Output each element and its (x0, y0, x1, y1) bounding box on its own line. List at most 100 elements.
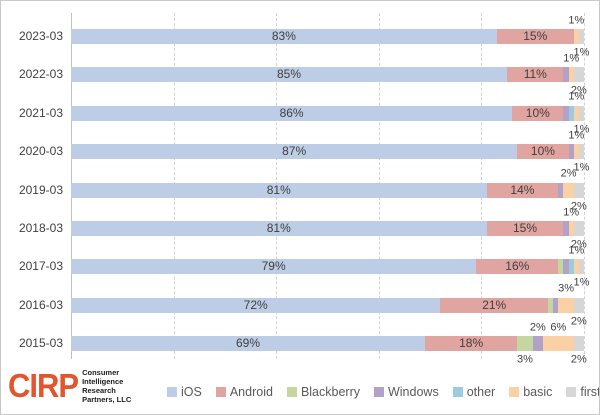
segment-android: 15% (486, 221, 564, 236)
legend-swatch-android (215, 387, 226, 397)
category-label-2019-03: 2019-03 (18, 182, 63, 197)
segment-basic (573, 259, 579, 275)
segment-first (578, 105, 584, 121)
callout-label-first: 1% (573, 276, 590, 289)
segment-windows (563, 221, 569, 236)
logo-line: Intelligence (82, 377, 124, 386)
segment-value-label: 14% (510, 182, 535, 197)
segment-ios: 86% (71, 105, 513, 121)
segment-first (578, 29, 584, 44)
segment-basic (568, 67, 574, 83)
callout-label-first: 1% (573, 161, 590, 174)
legend-swatch-first (566, 387, 577, 397)
segment-windows (563, 67, 569, 83)
callout-label-basic: 1% (568, 129, 585, 142)
bar-row-2022-03: 85% 11% (71, 67, 584, 83)
legend-swatch-basic (509, 387, 520, 397)
segment-blackberry (548, 297, 554, 313)
legend-item-other: other (452, 385, 496, 399)
legend-item-blackberry: Blackberry (286, 385, 360, 399)
segment-other (568, 105, 574, 121)
callout-label-first: 2% (570, 353, 587, 366)
segment-ios: 87% (71, 144, 518, 160)
segment-blackberry (558, 259, 564, 275)
callout-label-basic: 1% (568, 244, 585, 257)
bar-row-2020-03: 87% 10% (71, 144, 584, 160)
segment-basic (573, 29, 579, 44)
legend-label: Android (229, 385, 273, 399)
legend-swatch-windows (373, 387, 384, 397)
cirp-logo: CIRP Consumer Intelligence Research Part… (8, 367, 131, 405)
segment-android: 14% (486, 182, 559, 198)
segment-android: 10% (512, 105, 564, 121)
segment-ios: 85% (71, 67, 508, 83)
segment-windows (558, 182, 564, 198)
segment-first (573, 297, 584, 313)
segment-windows (553, 297, 559, 313)
segment-ios: 81% (71, 221, 487, 236)
bar-row-2023-03: 83% 15% (71, 29, 584, 44)
bar-row-2018-03: 81% 15% (71, 221, 584, 236)
segment-ios: 83% (71, 29, 497, 44)
segment-value-label: 81% (266, 221, 291, 235)
category-label-2017-03: 2017-03 (18, 259, 63, 274)
legend-item-first: first (566, 385, 600, 399)
segment-other (568, 259, 574, 275)
category-label-2015-03: 2015-03 (18, 336, 63, 351)
segment-value-label: 85% (277, 67, 302, 82)
segment-android: 16% (476, 259, 559, 275)
callout-label-first: 2% (570, 238, 587, 251)
bar-row-2021-03: 86% 10% (71, 105, 584, 121)
segment-value-label: 10% (525, 105, 550, 120)
callout-label-basic: 1% (568, 90, 585, 103)
legend-item-windows: Windows (373, 385, 439, 399)
segment-first (573, 221, 584, 236)
segment-android: 18% (424, 336, 518, 352)
segment-value-label: 86% (279, 105, 304, 120)
bar-row-2015-03: 69% 18% (71, 336, 584, 352)
segment-ios: 81% (71, 182, 487, 198)
legend-item-ios: iOS (167, 385, 202, 399)
segment-android: 15% (496, 29, 574, 44)
legend-label: first (580, 385, 600, 399)
category-label-2018-03: 2018-03 (18, 221, 63, 235)
segment-first (573, 67, 584, 83)
cirp-logo-brand: CIRP (8, 366, 79, 405)
segment-basic (568, 221, 574, 236)
legend-label: other (466, 385, 496, 399)
segment-basic (558, 297, 574, 313)
category-label-2022-03: 2022-03 (18, 67, 63, 82)
segment-blackberry (517, 336, 533, 352)
logo-line: Consumer (82, 368, 120, 377)
segment-value-label: 81% (266, 182, 291, 197)
segment-value-label: 83% (271, 29, 296, 43)
legend-swatch-blackberry (286, 387, 297, 397)
legend-label: Windows (387, 385, 439, 399)
legend-label: iOS (181, 385, 202, 399)
segment-value-label: 87% (282, 144, 307, 159)
category-label-2016-03: 2016-03 (18, 297, 63, 312)
segment-ios: 72% (71, 297, 441, 313)
callout-label-first: 2% (570, 315, 587, 328)
segment-value-label: 15% (512, 221, 537, 235)
legend-item-android: Android (215, 385, 273, 399)
legend: iOS Android Blackberry Windows other basic fir… (167, 385, 600, 399)
segment-value-label: 15% (523, 29, 548, 43)
segment-value-label: 72% (243, 297, 268, 312)
segment-value-label: 11% (523, 67, 547, 82)
callout-label-first: 1% (573, 46, 590, 59)
legend-label: Blackberry (300, 385, 360, 399)
cirp-logo-text: Consumer Intelligence Research Partners,… (82, 368, 131, 404)
logo-line: Research (82, 386, 116, 395)
segment-basic (542, 336, 574, 352)
legend-item-basic: basic (509, 385, 552, 399)
segment-first (578, 144, 584, 160)
segment-value-label: 16% (505, 259, 530, 274)
segment-value-label: 10% (530, 144, 555, 159)
plot-area: 2023-03 83% 15% 1% 1% 2022-03 85% 11% 1% 2% 2021-0… (1, 1, 599, 366)
category-label-2020-03: 2020-03 (18, 144, 63, 159)
segment-android: 11% (507, 67, 564, 83)
segment-first (578, 259, 584, 275)
callout-label-basic: 2% (560, 167, 577, 180)
